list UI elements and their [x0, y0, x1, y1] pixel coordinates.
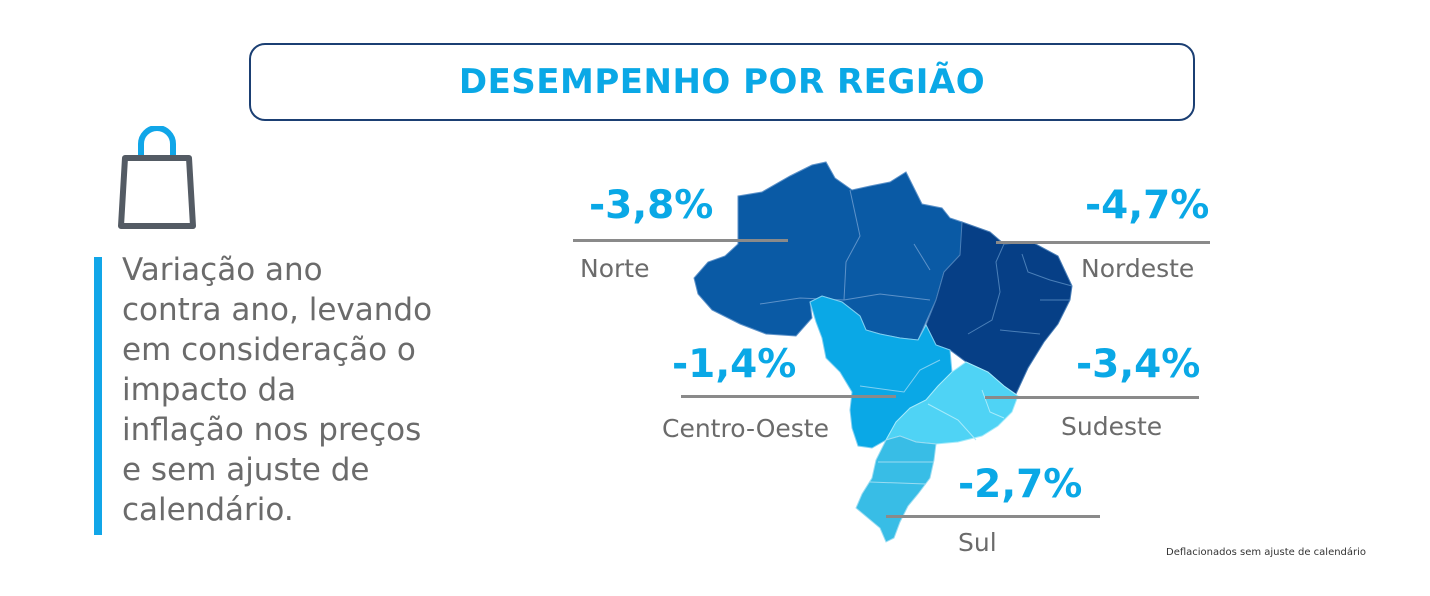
footnote: Deflacionados sem ajuste de calendário: [1166, 547, 1367, 558]
centro-oeste-leader-line: [681, 395, 896, 398]
sul-value: -2,7%: [958, 462, 1083, 507]
description-text: Variação ano contra ano, levando em cons…: [122, 250, 492, 530]
title-banner: DESEMPENHO POR REGIÃO: [249, 43, 1195, 121]
centro-oeste-value: -1,4%: [672, 342, 797, 387]
map-region-sul: [855, 435, 937, 543]
sudeste-label: Sudeste: [1061, 412, 1163, 441]
sudeste-value: -3,4%: [1076, 342, 1201, 387]
centro-oeste-label: Centro-Oeste: [662, 414, 829, 443]
description-line: contra ano, levando: [122, 292, 433, 328]
description-line: e sem ajuste de: [122, 452, 370, 488]
norte-leader-line: [573, 239, 788, 242]
description-line: impacto da: [122, 372, 297, 408]
map-region-sudeste: [884, 361, 1019, 445]
map-region-norte: [693, 161, 979, 341]
description-line: calendário.: [122, 492, 294, 528]
sul-label: Sul: [958, 528, 997, 557]
sul-leader-line: [886, 515, 1100, 518]
description-line: em consideração o: [122, 332, 416, 368]
nordeste-label: Nordeste: [1081, 254, 1195, 283]
norte-value: -3,8%: [589, 183, 714, 228]
norte-label: Norte: [580, 254, 650, 283]
nordeste-leader-line: [996, 241, 1210, 244]
accent-bar: [94, 257, 102, 535]
shopping-bag-icon: [118, 126, 196, 229]
description-line: inflação nos preços: [122, 412, 422, 448]
nordeste-value: -4,7%: [1085, 183, 1210, 228]
page-title: DESEMPENHO POR REGIÃO: [458, 62, 986, 102]
sudeste-leader-line: [985, 396, 1199, 399]
description-line: Variação ano: [122, 252, 323, 288]
